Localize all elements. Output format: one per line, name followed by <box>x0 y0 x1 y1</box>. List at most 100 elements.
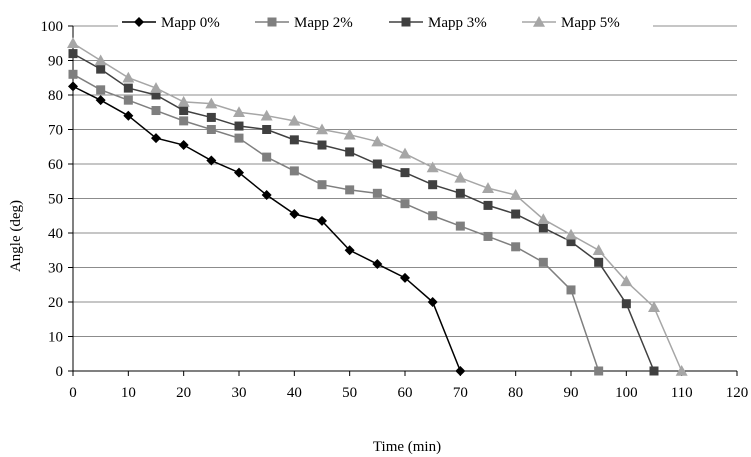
data-point <box>206 125 216 134</box>
legend-label: Mapp 0% <box>161 15 220 31</box>
data-point <box>343 128 356 140</box>
data-point <box>178 140 189 151</box>
y-tick-label: 80 <box>48 88 63 104</box>
data-point <box>262 152 272 162</box>
data-point <box>151 106 161 116</box>
data-point <box>648 301 660 312</box>
gridlines <box>73 25 737 337</box>
data-point <box>482 182 494 193</box>
legend: Mapp 0% Mapp 2% Mapp 3% Mapp 5% <box>118 10 653 34</box>
data-point <box>427 297 438 307</box>
series-layer <box>67 37 688 376</box>
legend-marker <box>533 16 545 27</box>
x-tick-label: 80 <box>508 385 523 401</box>
data-point <box>538 257 548 267</box>
x-tick-label: 120 <box>726 385 749 401</box>
data-point <box>150 82 162 93</box>
legend-label: Mapp 2% <box>294 15 353 31</box>
data-point <box>206 112 216 122</box>
data-point <box>179 106 189 116</box>
x-tick-label: 50 <box>342 385 357 401</box>
legend-marker <box>401 17 411 27</box>
series-3 <box>68 49 659 376</box>
data-point <box>95 95 106 106</box>
y-tick-labels: 0 10 20 30 40 50 60 70 80 90 100 <box>41 19 64 380</box>
data-point <box>428 211 438 221</box>
data-point <box>205 97 218 109</box>
data-point <box>511 242 521 252</box>
x-tick-label: 70 <box>453 385 468 401</box>
data-point <box>594 257 604 267</box>
data-point <box>68 49 78 59</box>
data-point <box>399 147 411 159</box>
data-point <box>179 116 189 126</box>
data-point <box>592 244 605 256</box>
data-point <box>426 161 439 173</box>
y-axis-title: Angle (deg) <box>8 200 24 272</box>
data-point <box>317 215 327 226</box>
x-tick-label: 60 <box>398 385 413 401</box>
x-tick-label: 10 <box>121 385 136 401</box>
legend-background <box>118 10 653 34</box>
data-point <box>400 168 410 178</box>
x-tick-label: 30 <box>232 385 247 401</box>
data-point <box>123 83 133 93</box>
x-tick-label: 90 <box>564 385 579 401</box>
data-point <box>289 135 299 145</box>
x-tick-label: 0 <box>69 385 77 401</box>
x-tick-labels: 0 10 20 30 40 50 60 70 80 90 100 110 120 <box>69 385 748 401</box>
y-tick-label: 70 <box>48 123 63 139</box>
data-point <box>96 64 106 74</box>
y-tick-label: 20 <box>48 295 63 311</box>
data-point <box>67 37 79 49</box>
data-point <box>454 171 467 183</box>
data-point <box>262 125 272 134</box>
data-point <box>621 299 631 309</box>
data-point <box>68 81 78 92</box>
legend-marker <box>134 17 144 27</box>
data-point <box>317 140 327 150</box>
data-point <box>288 114 301 126</box>
data-point <box>206 155 217 166</box>
data-point <box>538 223 548 233</box>
data-point <box>537 213 550 224</box>
data-point <box>594 366 604 376</box>
x-axis-title: Time (min) <box>373 439 441 455</box>
data-point <box>151 133 161 144</box>
y-tick-label: 0 <box>56 364 64 380</box>
data-point <box>372 188 382 198</box>
data-point <box>68 69 78 79</box>
data-point <box>511 209 521 219</box>
data-point <box>344 245 355 256</box>
data-point <box>345 185 355 195</box>
data-point <box>94 54 107 66</box>
data-point <box>565 228 577 240</box>
x-tick-label: 100 <box>615 385 638 401</box>
data-point <box>123 110 134 121</box>
series-1 <box>68 81 466 376</box>
x-tick-label: 110 <box>671 385 693 401</box>
data-point <box>483 200 493 210</box>
y-tick-label: 60 <box>48 157 63 173</box>
data-point <box>483 231 493 241</box>
data-point <box>96 85 106 95</box>
series-2 <box>68 69 604 376</box>
data-point <box>372 159 382 169</box>
data-point <box>509 189 522 200</box>
data-point <box>234 167 244 178</box>
data-point <box>122 71 135 83</box>
data-point <box>371 135 384 147</box>
data-point <box>649 366 659 376</box>
data-point <box>372 259 383 270</box>
y-tick-label: 90 <box>48 54 63 70</box>
legend-label: Mapp 5% <box>561 15 620 31</box>
series-line <box>72 42 683 372</box>
data-point <box>177 95 190 107</box>
data-point <box>260 109 273 121</box>
data-point <box>317 180 327 190</box>
y-tick-label: 50 <box>48 192 63 208</box>
x-tick-label: 20 <box>176 385 191 401</box>
data-point <box>345 147 355 157</box>
y-tick-label: 10 <box>48 330 63 346</box>
